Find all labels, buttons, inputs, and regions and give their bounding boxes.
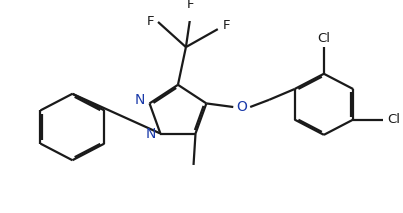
Text: Cl: Cl — [318, 32, 330, 45]
Text: F: F — [187, 0, 195, 11]
Text: F: F — [223, 19, 231, 32]
Text: Cl: Cl — [388, 113, 401, 126]
Text: O: O — [236, 100, 247, 114]
Text: N: N — [134, 93, 145, 107]
Text: F: F — [146, 16, 154, 29]
Text: N: N — [145, 127, 156, 141]
